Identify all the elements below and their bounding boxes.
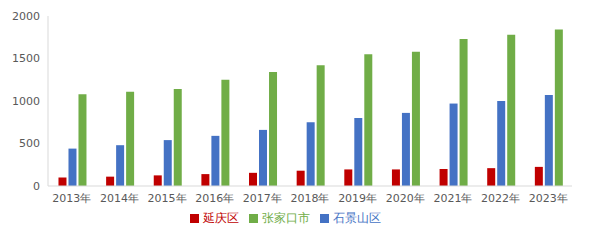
svg-text:2022年: 2022年 (481, 192, 520, 205)
svg-text:2014年: 2014年 (100, 192, 139, 205)
svg-text:2019年: 2019年 (338, 192, 377, 205)
svg-text:2013年: 2013年 (52, 192, 91, 205)
svg-text:2023年: 2023年 (529, 192, 568, 205)
html-text:石景山区: 石景山区 (332, 211, 381, 225)
svg-text:1500: 1500 (12, 52, 40, 65)
svg-text:2020年: 2020年 (386, 192, 425, 205)
svg-text:500: 500 (19, 137, 40, 150)
html-text:延庆区: 延庆区 (202, 211, 239, 225)
svg-text:2017年: 2017年 (243, 192, 282, 205)
svg-text:2021年: 2021年 (433, 192, 472, 205)
svg-text:2016年: 2016年 (195, 192, 234, 205)
svg-text:0: 0 (33, 180, 40, 193)
html-text:张家口市: 张家口市 (261, 211, 310, 225)
svg-text:2000: 2000 (12, 10, 40, 23)
svg-text:2018年: 2018年 (291, 192, 330, 205)
svg-text:1000: 1000 (12, 95, 40, 108)
svg-text:2015年: 2015年 (148, 192, 187, 205)
